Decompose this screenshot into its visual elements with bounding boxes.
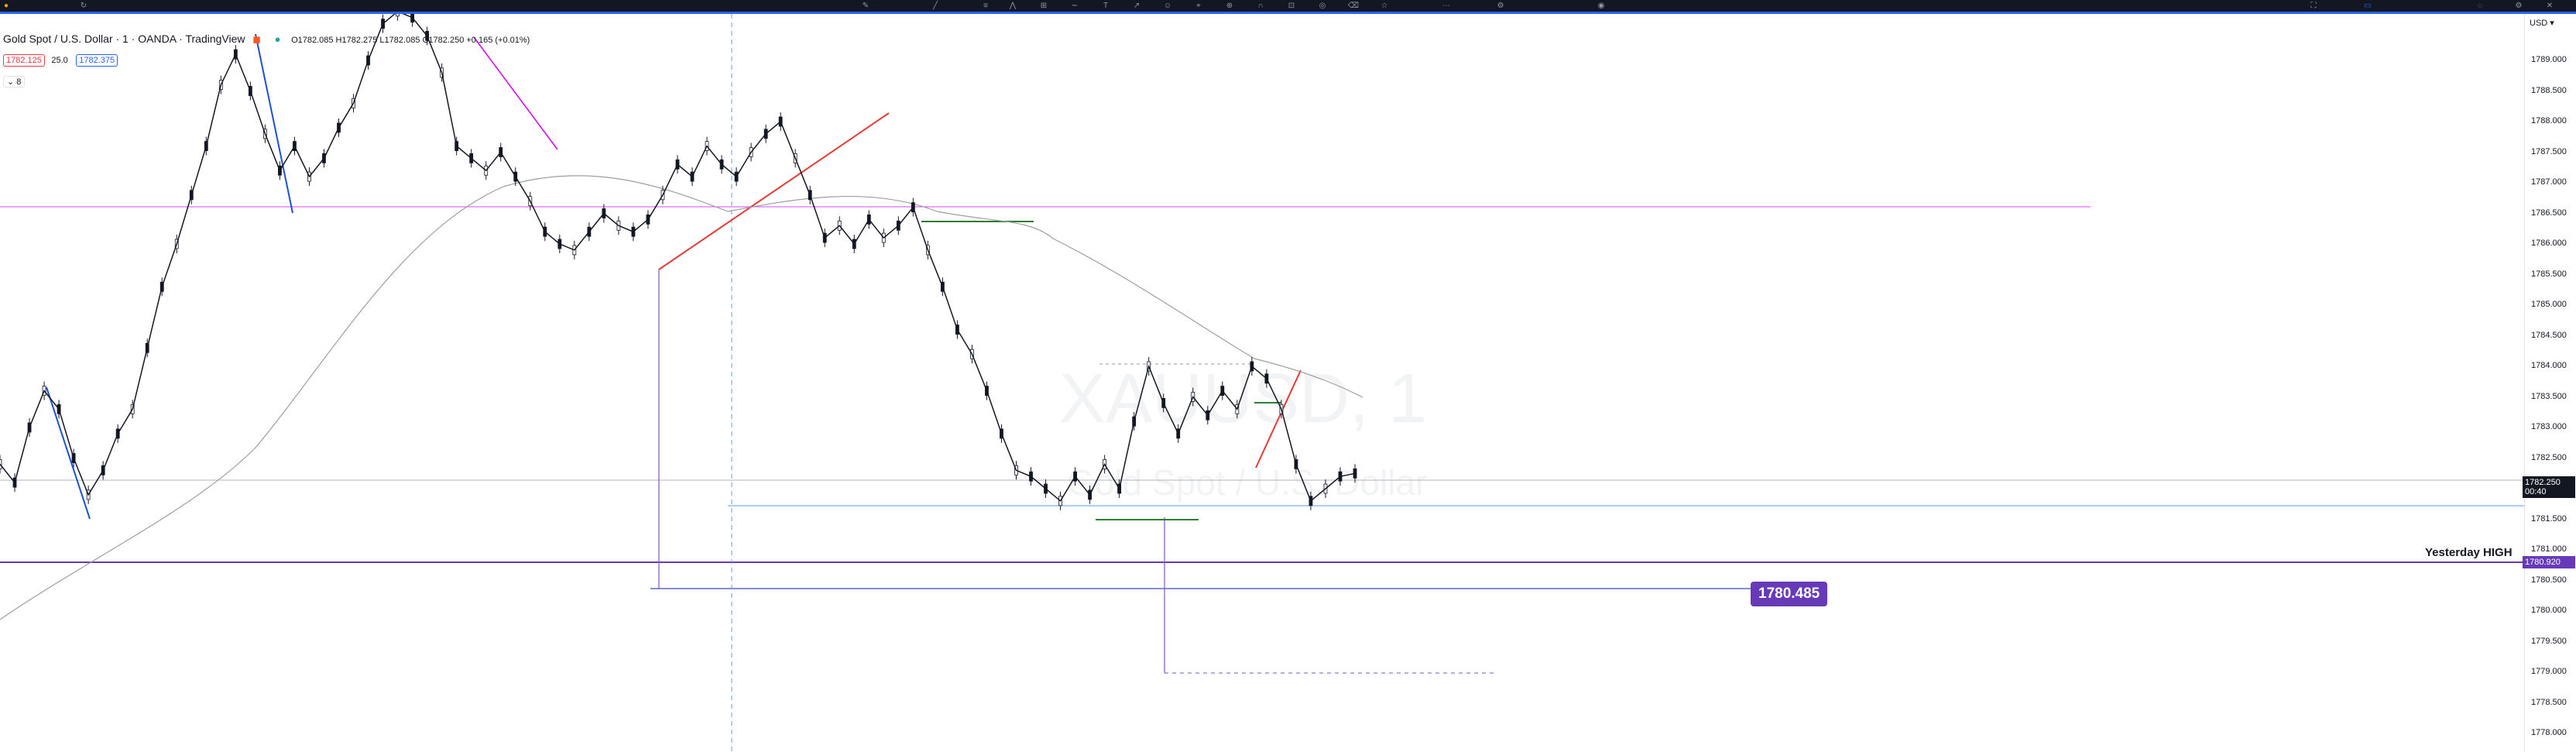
market-status-icon: ● — [274, 33, 281, 45]
price-tick: 1786.000 — [2531, 239, 2567, 248]
moving-average-line — [0, 175, 1363, 620]
zoom-tool-icon[interactable]: ⊕ — [1226, 2, 1233, 10]
refresh-icon[interactable]: ↻ — [80, 2, 87, 10]
yesterday-high-badge: 1780.920 — [2523, 556, 2575, 568]
favorites-icon[interactable]: ☆ — [1381, 2, 1388, 10]
trash-tool-icon[interactable]: ⌫ — [1347, 2, 1360, 10]
eye-icon[interactable]: ◉ — [1597, 2, 1605, 10]
chart-legend: Gold Spot / U.S. Dollar · 1 · OANDA · Tr… — [3, 33, 530, 46]
price-tick: 1783.000 — [2531, 422, 2567, 431]
price-tick: 1785.000 — [2531, 300, 2567, 309]
settings-icon[interactable]: ⚙ — [1497, 2, 1504, 10]
candle-body — [0, 459, 2, 469]
price-tick: 1784.000 — [2531, 361, 2567, 370]
arrow-tool-icon[interactable]: ↗ — [1133, 2, 1141, 10]
price-tick: 1780.000 — [2531, 606, 2567, 615]
price-tick: 1779.000 — [2531, 667, 2567, 676]
price-tick: 1786.500 — [2531, 208, 2567, 218]
current-price-badge: 1782.250 00:40 — [2523, 476, 2575, 498]
line-tool-icon[interactable]: ╱ — [932, 2, 938, 10]
flag-icon[interactable]: ◼ — [252, 33, 261, 45]
draw-tool-icon[interactable]: ✎ — [862, 2, 870, 10]
price-tick: 1783.500 — [2531, 391, 2567, 401]
price-tick: 1788.000 — [2531, 116, 2567, 125]
price-line — [0, 14, 1356, 503]
text-tool-icon[interactable]: T — [1103, 2, 1109, 10]
icon-tool-icon[interactable]: ☺ — [1163, 2, 1172, 10]
magnet-tool-icon[interactable]: ∩ — [1257, 2, 1264, 10]
hide-tool-icon[interactable]: ◎ — [1319, 2, 1326, 10]
layout-icon[interactable]: ▭ — [2364, 2, 2372, 10]
price-tick: 1779.500 — [2531, 636, 2567, 646]
ruler-tool-icon[interactable]: ⌖ — [1196, 2, 1201, 10]
price-tick: 1781.500 — [2531, 513, 2567, 524]
price-tick: 1785.500 — [2531, 269, 2567, 279]
price-tick: 1787.000 — [2531, 177, 2567, 187]
pattern-tool-icon[interactable]: ⋀ — [1009, 2, 1017, 10]
yesterday-high-label: Yesterday HIGH — [2425, 546, 2513, 559]
brush-tool-icon[interactable]: ∼ — [1071, 2, 1079, 10]
indicators-collapse-button[interactable]: ⌄ 8 — [3, 76, 26, 88]
magenta-trendline[interactable] — [473, 36, 558, 150]
red-trendline-2[interactable] — [1255, 369, 1302, 469]
fullscreen-icon[interactable]: ⛶ — [2310, 2, 2317, 10]
price-tick: 1778.500 — [2531, 697, 2567, 707]
price-series — [0, 14, 1357, 510]
top-toolbar: ● ↻ ✎ ╱ ≡ ⋀ ⊞ ∼ T ↗ ☺ ⌖ ⊕ ∩ ⊡ ◎ ⌫ ☆ ⋯ ⚙ … — [0, 0, 2576, 14]
price-tick: 1778.000 — [2531, 728, 2567, 737]
bid-price[interactable]: 1782.125 — [3, 54, 45, 67]
price-tick: 1787.500 — [2531, 146, 2567, 156]
price-tick: 1781.000 — [2531, 544, 2567, 554]
bid-ask-panel: 1782.125 25.0 1782.375 — [3, 53, 121, 67]
ask-price[interactable]: 1782.375 — [76, 54, 118, 67]
current-price-value: 1782.250 — [2525, 478, 2561, 487]
fib-tool-icon[interactable]: ≡ — [983, 2, 988, 10]
price-plot — [0, 14, 2524, 752]
price-tick: 1784.500 — [2531, 330, 2567, 340]
camera-icon[interactable]: ◌ — [2478, 2, 2482, 10]
price-tick: 1782.500 — [2531, 452, 2567, 462]
measure-tool-icon[interactable]: ⊞ — [1040, 2, 1048, 10]
lock-tool-icon[interactable]: ⊡ — [1288, 2, 1295, 10]
chart-settings-icon[interactable]: ⚙ — [2515, 2, 2523, 10]
currency-selector[interactable]: USD ▾ — [2530, 19, 2554, 28]
watermark-name: Gold Spot / U.S. Dollar — [1067, 462, 1428, 503]
watermark-symbol: XAUUSD, 1 — [1059, 360, 1428, 438]
blue-trendline-2[interactable] — [255, 33, 293, 214]
spread-value: 25.0 — [51, 56, 68, 65]
candle-body — [396, 14, 400, 17]
blue-trendline-1[interactable] — [46, 386, 91, 520]
price-axis[interactable]: USD ▾ 1789.000 1788.500 1788.000 1787.500 17… — [2524, 14, 2576, 752]
dots-icon[interactable]: ⋯ — [1442, 2, 1450, 10]
toolbar-accent-line — [0, 12, 2576, 14]
close-icon[interactable]: ✕ — [2546, 2, 2554, 10]
price-tick: 1780.500 — [2531, 575, 2567, 585]
symbol-title[interactable]: Gold Spot / U.S. Dollar · 1 · OANDA · Tr… — [3, 33, 245, 45]
chart-area[interactable]: XAUUSD, 1 Gold Spot / U.S. Dollar Gold S… — [0, 14, 2524, 752]
candle-countdown: 00:40 — [2525, 487, 2547, 496]
red-trendline-1[interactable] — [658, 112, 890, 270]
price-tick: 1789.000 — [2531, 55, 2567, 64]
ohlc-values: O1782.085 H1782.275 L1782.085 C1782.250 … — [291, 36, 530, 45]
target-price-label[interactable]: 1780.485 — [1751, 582, 1828, 606]
price-tick: 1788.500 — [2531, 85, 2567, 95]
logo-icon[interactable]: ● — [3, 2, 9, 10]
